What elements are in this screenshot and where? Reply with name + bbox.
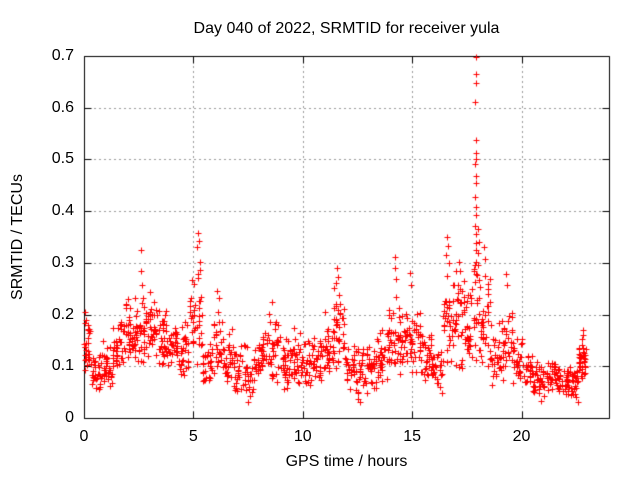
y-axis-label: SRMTID / TECUs xyxy=(9,174,26,300)
y-tick-label: 0.1 xyxy=(51,357,74,375)
x-tick-label: 10 xyxy=(293,428,312,445)
x-tick-label: 15 xyxy=(403,428,422,445)
y-tick-label: 0.4 xyxy=(51,202,74,220)
y-tick-label: 0.7 xyxy=(51,47,74,64)
x-tick-label: 0 xyxy=(79,428,89,445)
y-tick-label: 0.3 xyxy=(51,253,74,271)
x-tick-label: 20 xyxy=(512,428,531,445)
chart-title: Day 040 of 2022, SRMTID for receiver yul… xyxy=(193,20,500,37)
y-tick-label: 0.2 xyxy=(51,305,74,323)
y-tick-label: 0.5 xyxy=(51,150,74,168)
y-tick-label: 0.6 xyxy=(51,98,74,116)
y-tick-label: 0 xyxy=(65,409,74,426)
x-tick-label: 5 xyxy=(188,428,198,445)
x-axis-label: GPS time / hours xyxy=(285,453,408,470)
